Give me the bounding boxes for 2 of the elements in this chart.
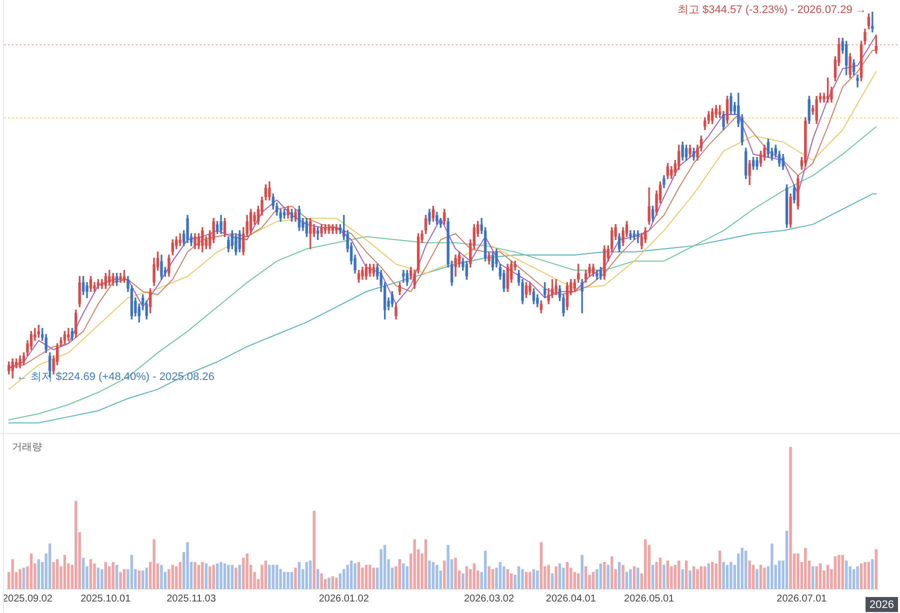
annotation: 최고 $344.57 (-3.23%) - 2026.07.29 → [677, 4, 866, 16]
candlestick [856, 74, 859, 88]
